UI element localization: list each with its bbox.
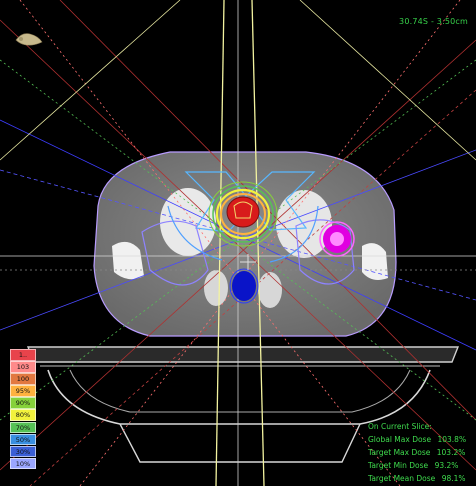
dose-stats-heading: On Current Slice: <box>368 422 432 431</box>
isodose-contours <box>208 181 278 247</box>
isodose-legend-item[interactable]: 90% <box>10 397 36 409</box>
isodose-legend-item[interactable]: 1.. <box>10 349 36 361</box>
treatment-couch <box>26 346 460 463</box>
isodose-legend-item[interactable]: 80% <box>10 409 36 421</box>
dose-stats-value: 93.2% <box>434 461 459 470</box>
dose-stats-label: Global Max Dose <box>368 435 432 444</box>
blue-structure <box>229 268 259 304</box>
coordinate-readout: 30.74S - 3.50cm <box>399 17 468 26</box>
isodose-legend-item[interactable]: 30% <box>10 445 36 458</box>
crosshair-marker <box>240 254 256 270</box>
dose-stats-label: Target Max Dose <box>368 448 431 457</box>
isodose-legend-item[interactable]: 10% <box>10 457 36 470</box>
isodose-legend[interactable]: 1.. 103 100 95% 90% 80% 70% 50% 30% 10% <box>10 349 36 470</box>
dose-stats-row: Global Max Dose 103.8% <box>368 433 466 446</box>
isodose-legend-item[interactable]: 100 <box>10 373 36 385</box>
dose-stats-value: 98.1% <box>441 474 466 483</box>
isodose-legend-item[interactable]: 95% <box>10 385 36 397</box>
structure-outlines <box>141 171 355 286</box>
patient-orientation-icon <box>15 33 43 46</box>
isodose-legend-item[interactable]: 50% <box>10 433 36 446</box>
dose-stats-value: 103.2% <box>436 448 466 457</box>
dose-stats-panel: On Current Slice: Global Max Dose 103.8%… <box>368 420 466 485</box>
dose-stats-label: Target Min Dose <box>368 461 429 470</box>
dose-stats-row: Target Mean Dose 98.1% <box>368 472 466 485</box>
isodose-legend-item[interactable]: 70% <box>10 421 36 434</box>
magenta-structure <box>319 221 355 257</box>
isodose-legend-item[interactable]: 103 <box>10 361 36 373</box>
patient-body <box>93 151 397 337</box>
dose-stats-row: Target Min Dose 93.2% <box>368 459 466 472</box>
dose-stats-row: Target Max Dose 103.2% <box>368 446 466 459</box>
dose-stats-value: 103.8% <box>437 435 467 444</box>
dose-stats-label: Target Mean Dose <box>368 474 436 483</box>
